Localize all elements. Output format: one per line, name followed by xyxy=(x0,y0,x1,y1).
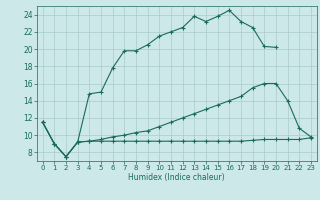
X-axis label: Humidex (Indice chaleur): Humidex (Indice chaleur) xyxy=(129,173,225,182)
